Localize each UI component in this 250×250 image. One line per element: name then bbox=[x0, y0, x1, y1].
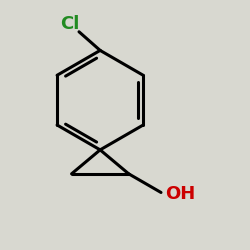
Text: OH: OH bbox=[165, 185, 195, 203]
Text: Cl: Cl bbox=[60, 15, 80, 33]
